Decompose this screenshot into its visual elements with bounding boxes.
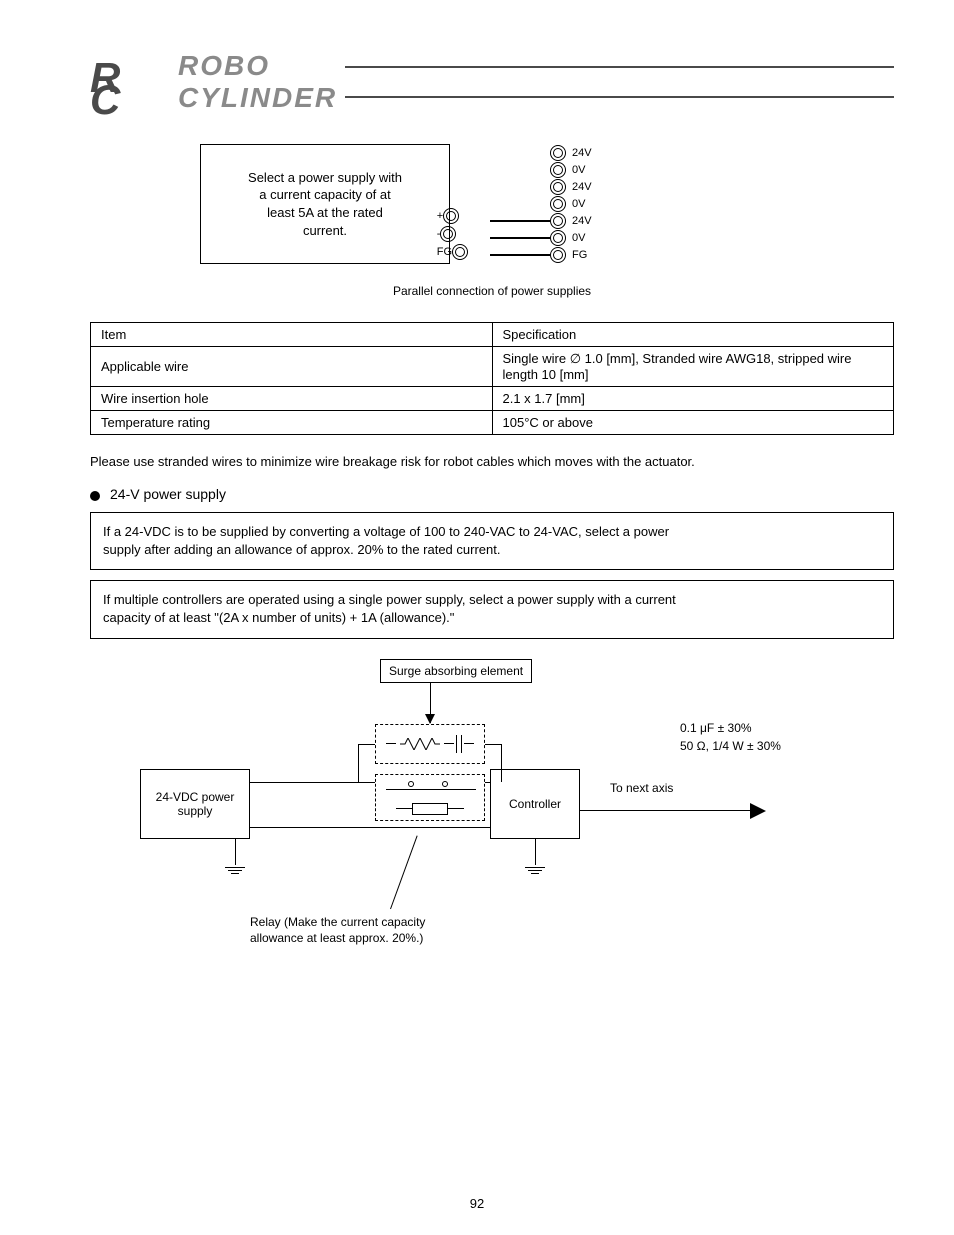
supply-block: 24-VDC power supply <box>140 769 250 839</box>
screw-icon <box>550 162 566 178</box>
relay-l2: allowance at least approx. 20%.) <box>250 931 423 945</box>
term-0v: 0V <box>572 198 585 210</box>
screw-icon <box>550 145 566 161</box>
spec-table: Item Specification Applicable wire Singl… <box>90 322 894 435</box>
resistor-icon <box>400 738 440 750</box>
note-box-2: If multiple controllers are operated usi… <box>90 580 894 638</box>
screw-icon <box>550 230 566 246</box>
relay-label: Relay (Make the current capacity allowan… <box>250 914 480 948</box>
ground-icon <box>525 839 545 874</box>
rc-logo-icon: RC <box>90 54 170 110</box>
term-24v: 24V <box>572 215 592 227</box>
screw-icon <box>443 208 459 224</box>
relay-l1: Relay (Make the current capacity <box>250 915 425 929</box>
col-spec: Specification <box>492 323 894 347</box>
term-24v: 24V <box>572 181 592 193</box>
psu-caption: Parallel connection of power supplies <box>90 284 894 298</box>
controller-block: Controller <box>490 769 580 839</box>
col-item: Item <box>91 323 493 347</box>
table-row: Wire insertion hole 2.1 x 1.7 [mm] <box>91 387 894 411</box>
psu-block-l1: Select a power supply with <box>248 169 402 187</box>
psu-block: Select a power supply with a current cap… <box>200 144 450 264</box>
psu-block-l3: least 5A at the rated <box>267 204 383 222</box>
psu-diagram: Select a power supply with a current cap… <box>200 144 894 264</box>
psu-out-fg: FG <box>437 246 452 258</box>
note1-l2: supply after adding an allowance of appr… <box>103 542 500 557</box>
note2-l2: capacity of at least "(2A x number of un… <box>103 610 454 625</box>
term-24v: 24V <box>572 147 592 159</box>
screw-icon <box>550 179 566 195</box>
table-row: Temperature rating 105°C or above <box>91 411 894 435</box>
bullet-title: 24-V power supply <box>110 486 226 502</box>
screw-icon <box>452 244 468 260</box>
ground-icon <box>225 839 245 874</box>
rc-spec-l1: 0.1 μF ± 30% <box>680 721 752 735</box>
screw-icon <box>550 213 566 229</box>
capacitor-icon <box>444 735 474 753</box>
axis-arrow-icon <box>580 803 766 819</box>
page-number: 92 <box>0 1196 954 1211</box>
screw-icon <box>550 196 566 212</box>
rc-spec: 0.1 μF ± 30% 50 Ω, 1/4 W ± 30% <box>680 719 781 755</box>
supply-l2: supply <box>178 804 213 818</box>
supply-l1: 24-VDC power <box>156 790 235 804</box>
surge-arrow-icon <box>430 683 431 723</box>
rc-filter-icon <box>375 724 485 764</box>
logo-text-line2: CYLINDER <box>178 82 337 114</box>
table-row: Applicable wire Single wire ∅ 1.0 [mm], … <box>91 347 894 387</box>
note-after-table: Please use stranded wires to minimize wi… <box>90 453 894 472</box>
note-box-1: If a 24-VDC is to be supplied by convert… <box>90 512 894 570</box>
note1-l1: If a 24-VDC is to be supplied by convert… <box>103 524 669 539</box>
psu-block-l4: current. <box>303 222 347 240</box>
screw-icon <box>550 247 566 263</box>
rc-spec-l2: 50 Ω, 1/4 W ± 30% <box>680 739 781 753</box>
term-0v: 0V <box>572 164 585 176</box>
term-0v: 0V <box>572 232 585 244</box>
relay-icon <box>375 774 485 821</box>
note2-l1: If multiple controllers are operated usi… <box>103 592 676 607</box>
logo-text-line1: ROBO <box>178 50 337 82</box>
header: RC ROBO CYLINDER <box>90 50 894 114</box>
axis-label: To next axis <box>610 781 673 795</box>
screw-icon <box>440 226 456 242</box>
psu-block-l2: a current capacity of at <box>259 186 391 204</box>
surge-label: Surge absorbing element <box>380 659 532 683</box>
bullet-icon <box>90 491 100 501</box>
term-fg: FG <box>572 249 587 261</box>
circuit-diagram: 24-VDC power supply Controller To next a… <box>140 649 840 949</box>
relay-pointer-icon <box>390 835 418 909</box>
